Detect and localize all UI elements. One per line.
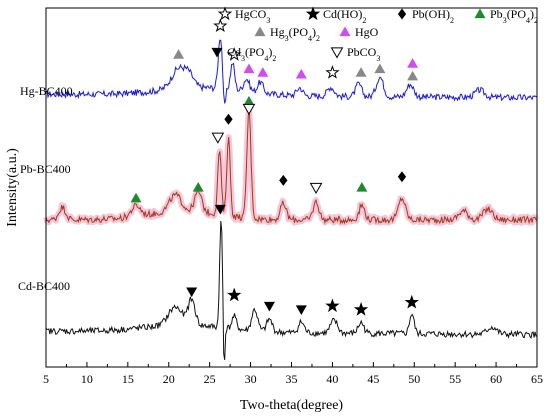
x-tick-label: 40 — [326, 372, 338, 386]
plot-area — [46, 8, 537, 367]
marker-triangle-up-hg-bc400 — [407, 70, 419, 81]
legend-item: Pb3(PO4)2 — [474, 7, 538, 25]
marker-triangle-up-hg-bc400 — [257, 67, 269, 77]
x-tick-label: 15 — [122, 372, 134, 386]
series-curves — [43, 39, 539, 360]
marker-triangle-up-pb-bc400 — [192, 182, 204, 192]
marker-triangle-down-cd-bc400 — [214, 204, 226, 215]
marker-star-open-hg-bc400 — [325, 65, 340, 79]
marker-star-filled-cd-bc400 — [353, 302, 369, 316]
legend-item: HgCO3 — [217, 6, 270, 25]
x-tick-label: 10 — [81, 372, 93, 386]
marker-diamond-pb-bc400 — [279, 174, 288, 186]
plot-background — [46, 8, 537, 367]
series-label-pb-bc400: Pb-BC400 — [20, 162, 71, 176]
x-tick-label: 5 — [43, 372, 49, 386]
peak-markers — [130, 18, 419, 316]
legend-item: Pb(OH)2 — [397, 7, 454, 25]
legend-label: HgO — [355, 25, 379, 39]
legend-label: Cd(HO)2 — [323, 7, 366, 25]
marker-triangle-down-open-pb-bc400 — [309, 182, 323, 195]
legend-item: Cd3(PO4)2 — [211, 45, 276, 63]
axes: 5 10 15 20 25 30 35 40 45 50 55 60 65 — [43, 7, 543, 386]
x-tick-label: 25 — [204, 372, 216, 386]
marker-star-open-hg-bc400 — [213, 18, 228, 33]
legend-symbol-triangle-up — [339, 26, 351, 37]
marker-star-filled-cd-bc400 — [325, 298, 340, 313]
x-tick-label: 50 — [408, 372, 420, 386]
marker-star-filled-cd-bc400 — [227, 287, 242, 302]
marker-triangle-up-hg-bc400 — [374, 63, 386, 74]
legend-label: Pb(OH)2 — [412, 7, 454, 25]
legend-symbol-star-filled — [305, 6, 321, 21]
marker-diamond-pb-bc400 — [224, 113, 233, 125]
marker-star-filled-cd-bc400 — [404, 294, 419, 309]
x-tick-label: 65 — [531, 372, 543, 386]
x-tick-label: 45 — [367, 372, 379, 386]
marker-triangle-down-cd-bc400 — [295, 305, 307, 316]
series-line-cd-bc400 — [45, 220, 538, 360]
legend-item: HgO — [339, 25, 379, 39]
marker-triangle-down-cd-bc400 — [186, 287, 198, 298]
legend-symbol-triangle-down — [211, 47, 223, 58]
series-label-cd-bc400: Cd-BC400 — [18, 279, 70, 293]
marker-triangle-up-pb-bc400 — [356, 182, 368, 192]
legend-label: PbCO3 — [347, 45, 380, 63]
marker-triangle-up-hg-bc400 — [355, 67, 367, 77]
marker-triangle-down-cd-bc400 — [263, 301, 275, 312]
legend-label: Cd3(PO4)2 — [227, 45, 276, 63]
marker-triangle-down-open-pb-bc400 — [211, 132, 225, 144]
legend-item: Hg3(PO4)2 — [254, 25, 320, 43]
marker-triangle-up-hg-bc400 — [173, 49, 185, 59]
marker-star-open-hg-bc400 — [227, 47, 242, 61]
marker-triangle-up-hg-bc400 — [407, 58, 419, 68]
legend-symbol-triangle-up — [254, 26, 266, 37]
legend-symbol-triangle-down-open — [330, 47, 344, 59]
x-axis-title: Two-theta(degree) — [240, 398, 344, 413]
legend-item: PbCO3 — [330, 45, 380, 63]
x-tick-label: 55 — [449, 372, 461, 386]
marker-triangle-up-hg-bc400 — [243, 63, 255, 74]
x-tick-label: 35 — [286, 372, 298, 386]
marker-triangle-up-hg-bc400 — [295, 68, 307, 79]
legend-item: Cd(HO)2 — [305, 6, 366, 25]
marker-triangle-down-open-pb-bc400 — [242, 103, 256, 116]
legend-label: Hg3(PO4)2 — [270, 25, 320, 43]
legend-label: Pb3(PO4)2 — [490, 7, 538, 25]
x-tick-label: 20 — [163, 372, 175, 386]
marker-diamond-pb-bc400 — [397, 171, 407, 183]
marker-triangle-up-pb-bc400 — [130, 192, 142, 203]
y-axis-title: Intensity(a.u.) — [5, 148, 20, 227]
series-line-pb-bc400 — [45, 109, 538, 225]
x-tick-label: 30 — [245, 372, 257, 386]
legend-symbol-diamond — [397, 8, 407, 20]
series-line-hg-bc400 — [45, 39, 538, 104]
legend: HgCO3 Cd(HO)2 Pb(OH)2 Pb3(PO4)2 Hg3(PO4)2 HgO… — [211, 6, 538, 63]
legend-label: HgCO3 — [235, 7, 270, 25]
x-tick-label: 60 — [490, 372, 502, 386]
marker-triangle-up-pb-bc400 — [243, 95, 255, 106]
legend-symbol-star-open — [217, 6, 233, 21]
legend-symbol-triangle-up — [474, 8, 486, 19]
